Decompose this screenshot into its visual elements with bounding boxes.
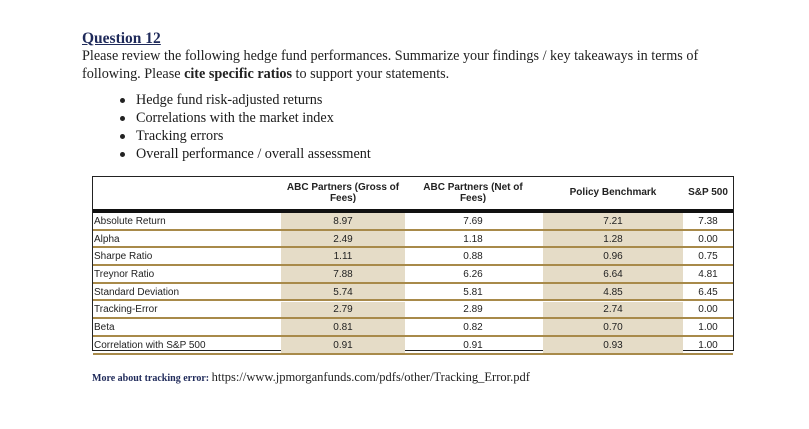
table-row: Standard Deviation 5.74 5.81 4.85 6.45: [93, 283, 733, 302]
row-label: Sharpe Ratio: [94, 251, 153, 263]
topic-list: Hedge fund risk-adjusted returns Correla…: [100, 91, 371, 163]
header-sp500: S&P 500: [688, 187, 728, 199]
bullet-icon: [120, 134, 125, 139]
table-cell: 5.81: [463, 286, 483, 298]
topic-item: Correlations with the market index: [100, 109, 371, 127]
footnote-label: More about tracking error:: [92, 373, 210, 384]
table-cell: 7.69: [463, 215, 483, 227]
table-row: Absolute Return 8.97 7.69 7.21 7.38: [93, 213, 733, 231]
bullet-icon: [120, 98, 125, 103]
row-rule: [93, 317, 733, 320]
question-title: Question 12: [82, 30, 161, 47]
table-header: ABC Partners (Gross of Fees) ABC Partner…: [93, 177, 733, 209]
table-cell: 0.70: [543, 319, 683, 336]
table-cell: 1.00: [698, 339, 718, 351]
table-cell: 0.82: [463, 322, 483, 334]
table-cell: 1.00: [698, 322, 718, 334]
table-cell: 6.26: [463, 268, 483, 280]
table-cell: 6.64: [543, 266, 683, 283]
prompt-line-2-end: to support your statements.: [292, 65, 450, 82]
prompt-emphasis: cite specific ratios: [184, 65, 292, 82]
table-cell: 0.81: [281, 319, 405, 336]
prompt-line-2-start: following. Please: [82, 65, 185, 82]
performance-table: ABC Partners (Gross of Fees) ABC Partner…: [92, 176, 734, 355]
table-cell: 0.00: [698, 233, 718, 245]
table-row: Correlation with S&P 500 0.91 0.91 0.93 1.00: [93, 336, 733, 355]
table-cell: 0.75: [698, 251, 718, 263]
table-cell: 6.45: [698, 286, 718, 298]
bullet-icon: [120, 152, 125, 157]
table-cell: 7.88: [281, 266, 405, 283]
footnote-link[interactable]: https://www.jpmorganfunds.com/pdfs/other…: [211, 370, 530, 384]
table-row: Alpha 2.49 1.18 1.28 0.00: [93, 230, 733, 249]
question-prompt: Please review the following hedge fund p…: [82, 48, 742, 83]
topic-item: Hedge fund risk-adjusted returns: [100, 91, 371, 109]
table-cell: 0.93: [543, 336, 683, 354]
table-cell: 4.81: [698, 268, 718, 280]
table-cell: 7.38: [698, 215, 718, 227]
table-cell: 7.21: [543, 213, 683, 230]
footnote: More about tracking error: https://www.j…: [92, 370, 530, 385]
table-cell: 2.49: [281, 230, 405, 248]
header-gross: ABC Partners (Gross of Fees): [286, 181, 400, 205]
bullet-icon: [120, 116, 125, 121]
table-cell: 0.91: [281, 336, 405, 354]
row-label: Tracking-Error: [94, 304, 158, 316]
row-label: Correlation with S&P 500: [94, 339, 206, 351]
row-rule: [93, 352, 733, 355]
header-divider: [93, 209, 733, 213]
table-cell: 1.28: [543, 230, 683, 248]
row-rule: [93, 228, 733, 231]
topic-item: Tracking errors: [100, 127, 371, 145]
row-label: Beta: [94, 322, 115, 334]
row-label: Absolute Return: [94, 215, 166, 227]
table-row: Treynor Ratio 7.88 6.26 6.64 4.81: [93, 266, 733, 284]
table-cell: 1.18: [463, 233, 483, 245]
table-cell: 5.74: [281, 283, 405, 301]
row-rule: [93, 281, 733, 284]
row-label: Standard Deviation: [94, 286, 180, 298]
table-row: Tracking-Error 2.79 2.89 2.74 0.00: [93, 301, 733, 320]
table-row: Sharpe Ratio 1.11 0.88 0.96 0.75: [93, 248, 733, 267]
table-cell: 2.89: [463, 304, 483, 316]
row-label: Alpha: [94, 233, 120, 245]
table-cell: 0.91: [463, 339, 483, 351]
prompt-line-1: Please review the following hedge fund p…: [82, 48, 699, 64]
row-rule: [93, 246, 733, 249]
header-net: ABC Partners (Net of Fees): [423, 181, 523, 205]
row-rule: [93, 334, 733, 337]
topic-item: Overall performance / overall assessment: [100, 145, 371, 163]
header-benchmark: Policy Benchmark: [569, 187, 657, 199]
table-cell: 2.79: [281, 301, 405, 319]
table-cell: 1.11: [281, 248, 405, 266]
row-rule: [93, 299, 733, 302]
table-cell: 0.88: [463, 251, 483, 263]
table-cell: 0.00: [698, 304, 718, 316]
table-cell: 8.97: [281, 213, 405, 230]
table-cell: 2.74: [543, 301, 683, 319]
table-row: Beta 0.81 0.82 0.70 1.00: [93, 319, 733, 337]
table-cell: 0.96: [543, 248, 683, 266]
table-cell: 4.85: [543, 283, 683, 301]
row-rule: [93, 264, 733, 267]
row-label: Treynor Ratio: [94, 268, 155, 280]
